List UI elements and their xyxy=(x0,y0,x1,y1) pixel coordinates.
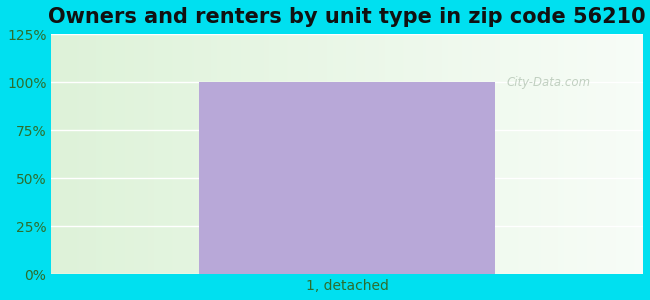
Text: City-Data.com: City-Data.com xyxy=(507,76,591,88)
Title: Owners and renters by unit type in zip code 56210: Owners and renters by unit type in zip c… xyxy=(48,7,646,27)
Bar xyxy=(200,82,495,274)
